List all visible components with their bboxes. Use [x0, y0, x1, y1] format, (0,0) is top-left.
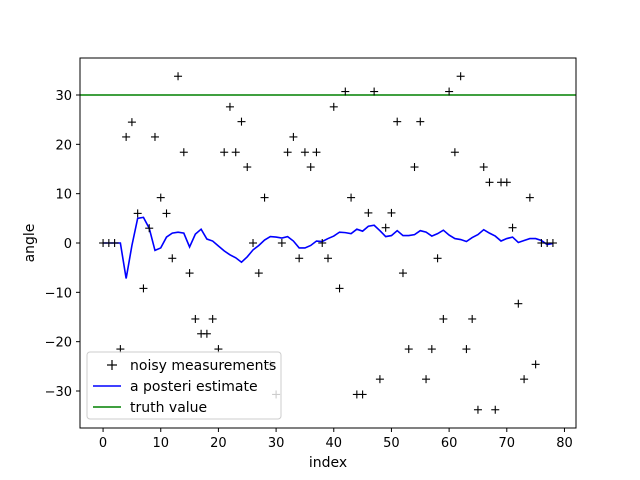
measurement-point — [364, 208, 373, 217]
measurement-point — [277, 239, 286, 247]
axes-frame — [79, 57, 577, 429]
measurement-point — [312, 148, 321, 157]
measurement-point — [254, 269, 263, 278]
measurement-point — [439, 314, 448, 323]
measurement-point — [122, 132, 131, 141]
measurement-point — [139, 284, 148, 293]
measurement-point — [479, 163, 488, 172]
legend-marker-noisy-measurements — [107, 360, 117, 370]
measurement-point — [416, 117, 425, 126]
measurement-point — [341, 87, 350, 96]
x-tick-label: 30 — [268, 436, 285, 451]
measurement-point — [145, 224, 154, 233]
measurement-point — [191, 314, 200, 323]
measurement-point — [289, 132, 298, 141]
measurement-point — [179, 148, 188, 157]
measurement-point — [548, 239, 557, 247]
measurement-point — [358, 390, 367, 399]
y-tick-label: 30 — [55, 89, 72, 104]
measurement-point — [473, 405, 482, 414]
x-tick-label: 80 — [556, 436, 573, 451]
measurement-point — [508, 223, 517, 232]
measurement-point — [150, 132, 159, 141]
x-tick-label: 0 — [99, 436, 107, 451]
x-tick-label: 10 — [152, 436, 169, 451]
measurement-point — [162, 209, 171, 218]
measurement-point — [347, 193, 356, 202]
measurement-point — [450, 148, 459, 157]
y-tick-label: 20 — [55, 138, 72, 153]
plot-area — [80, 72, 576, 414]
x-axis-label: index — [309, 455, 347, 471]
y-tick-label: 10 — [55, 188, 72, 203]
measurement-point — [445, 87, 454, 96]
y-axis-label: angle — [22, 224, 38, 263]
y-tick-label: −20 — [45, 336, 72, 351]
measurement-point — [208, 314, 217, 323]
measurement-point — [110, 239, 119, 247]
measurement-point — [127, 118, 136, 127]
measurement-point — [202, 329, 211, 338]
measurement-point — [525, 193, 534, 202]
measurement-point — [485, 178, 494, 187]
legend-box — [86, 351, 282, 420]
legend-label-a-posteri-estimate: a posteri estimate — [130, 379, 258, 395]
legend-label-truth-value: truth value — [130, 400, 207, 416]
measurement-point — [295, 254, 304, 263]
axis-ticks: 0 10 20 30 40 50 60 70 80 −30 −20 −10 0 10 20 30 — [45, 89, 573, 451]
measurement-point — [531, 360, 540, 369]
y-tick-label: −30 — [45, 385, 72, 400]
measurement-point — [324, 254, 332, 263]
measurement-point — [225, 102, 234, 111]
measurement-point — [133, 209, 142, 218]
measurement-point — [433, 254, 442, 263]
measurement-point — [168, 254, 177, 263]
measurement-point — [514, 299, 523, 308]
measurement-point — [249, 239, 258, 247]
legend-label-noisy-measurements: noisy measurements — [130, 358, 276, 374]
measurement-point — [335, 284, 344, 293]
measurement-point — [491, 405, 500, 414]
x-tick-label: 40 — [325, 436, 342, 451]
measurement-point — [381, 223, 390, 232]
measurement-point — [260, 193, 269, 202]
measurement-point — [231, 148, 240, 157]
y-tick-label: −10 — [45, 286, 72, 301]
x-tick-label: 50 — [383, 436, 400, 451]
measurement-point — [387, 208, 396, 217]
a-posteri-estimate-line — [103, 216, 554, 279]
measurement-point — [404, 345, 413, 354]
measurement-point — [283, 148, 292, 157]
measurement-point — [156, 193, 165, 202]
measurement-point — [375, 375, 384, 384]
measurement-point — [220, 148, 229, 157]
measurement-point — [185, 269, 194, 278]
measurement-point — [318, 239, 327, 247]
measurement-point — [502, 178, 511, 187]
x-tick-label: 60 — [441, 436, 458, 451]
x-tick-label: 20 — [210, 436, 227, 451]
measurement-point — [427, 345, 436, 354]
measurement-point — [456, 72, 465, 81]
measurement-point — [468, 314, 477, 323]
legend: noisy measurements a posteri estimate tr… — [86, 351, 282, 420]
measurement-point — [237, 117, 246, 126]
measurement-point — [422, 375, 431, 384]
y-tick-label: 0 — [64, 237, 72, 252]
measurement-point — [462, 345, 471, 354]
measurement-point — [520, 375, 529, 384]
measurement-point — [393, 117, 402, 126]
measurement-point — [329, 102, 338, 111]
measurement-point — [398, 269, 407, 278]
measurement-point — [370, 87, 379, 96]
x-tick-label: 70 — [499, 436, 516, 451]
measurement-point — [243, 163, 252, 172]
measurement-point — [174, 72, 183, 81]
measurement-point — [410, 163, 419, 172]
measurement-point — [306, 163, 315, 172]
measurement-point — [300, 148, 309, 157]
